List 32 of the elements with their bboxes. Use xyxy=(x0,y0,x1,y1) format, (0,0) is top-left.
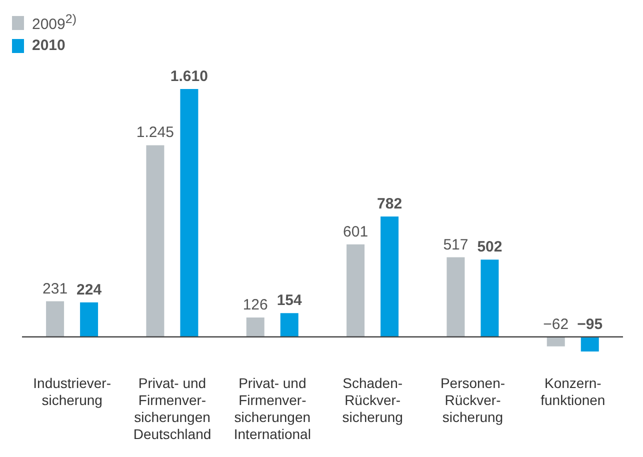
x-tick-label: Privat- und Firmenver- sicherungen Deutschland xyxy=(133,375,212,442)
bar xyxy=(346,244,365,337)
data-label: 224 xyxy=(76,281,102,298)
legend-label: 2010 xyxy=(32,37,66,54)
bar xyxy=(80,302,98,337)
data-label: 502 xyxy=(477,238,502,256)
x-tick-label: Privat- und Firmenver- sicherungen International xyxy=(234,375,311,442)
data-label: 601 xyxy=(343,223,368,240)
bar xyxy=(246,317,264,337)
x-tick-label: Personen- Rückver- sicherung xyxy=(440,375,506,425)
legend-label: 2009$^{2)}$ xyxy=(32,12,76,33)
bar xyxy=(380,216,399,337)
x-tick-label: Industriever- sicherung xyxy=(33,375,112,408)
data-label: −95 xyxy=(577,316,603,333)
bar xyxy=(446,257,465,337)
bar xyxy=(46,301,64,337)
data-label: 154 xyxy=(276,292,303,310)
data-label: 126 xyxy=(242,296,268,314)
data-label: 1.245 xyxy=(136,124,174,142)
data-label: 231 xyxy=(42,280,68,298)
bar xyxy=(146,145,164,337)
x-tick-label: Schaden- Rückver- sicherung xyxy=(342,375,403,425)
bar xyxy=(180,89,198,337)
data-label: 517 xyxy=(443,236,468,254)
x-tick-label: Konzern- funktionen xyxy=(540,375,606,408)
bar xyxy=(480,260,499,337)
bar xyxy=(546,336,565,346)
data-label: 1.610 xyxy=(170,68,208,85)
data-label: −62 xyxy=(543,316,569,333)
data-label: 782 xyxy=(377,195,402,212)
bar xyxy=(280,313,298,337)
bar xyxy=(580,336,599,352)
